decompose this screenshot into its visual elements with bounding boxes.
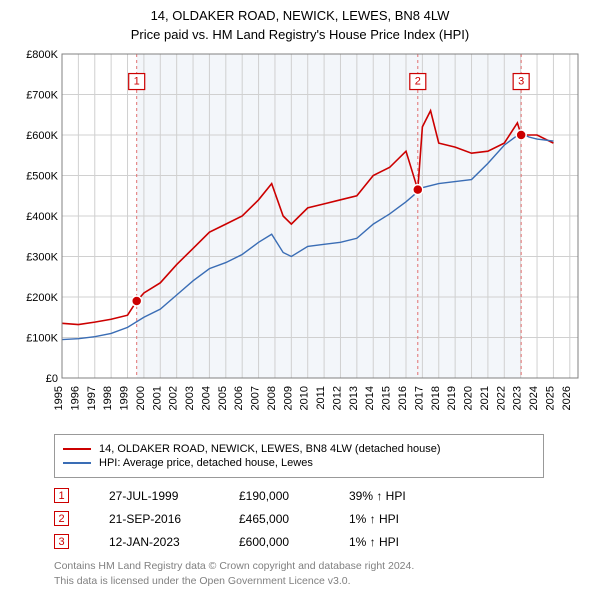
sale-diff: 39% ↑ HPI bbox=[349, 489, 449, 503]
svg-text:2010: 2010 bbox=[299, 386, 311, 410]
svg-text:2021: 2021 bbox=[479, 386, 491, 410]
svg-text:2017: 2017 bbox=[413, 386, 425, 410]
svg-text:£300K: £300K bbox=[26, 252, 58, 264]
sale-row: 1 27-JUL-1999 £190,000 39% ↑ HPI bbox=[54, 488, 544, 503]
legend-label: HPI: Average price, detached house, Lewe… bbox=[99, 457, 313, 469]
sale-row: 3 12-JAN-2023 £600,000 1% ↑ HPI bbox=[54, 534, 544, 549]
svg-text:2011: 2011 bbox=[315, 386, 327, 410]
svg-text:1995: 1995 bbox=[53, 386, 65, 410]
svg-text:£800K: £800K bbox=[26, 49, 58, 61]
sale-marker-box: 1 bbox=[54, 488, 69, 503]
svg-text:1997: 1997 bbox=[86, 386, 98, 410]
svg-text:£100K: £100K bbox=[26, 333, 58, 345]
svg-text:£0: £0 bbox=[46, 373, 58, 385]
svg-text:2: 2 bbox=[415, 76, 421, 88]
svg-text:1998: 1998 bbox=[102, 386, 114, 410]
svg-text:2023: 2023 bbox=[512, 386, 524, 410]
svg-text:1: 1 bbox=[134, 76, 140, 88]
sale-date: 27-JUL-1999 bbox=[109, 489, 239, 503]
svg-text:£400K: £400K bbox=[26, 211, 58, 223]
svg-text:2008: 2008 bbox=[266, 386, 278, 410]
sale-row: 2 21-SEP-2016 £465,000 1% ↑ HPI bbox=[54, 511, 544, 526]
chart-area: £0 £100K £200K £300K £400K £500K £600K £700K £80… bbox=[14, 48, 586, 428]
chart-svg: £0 £100K £200K £300K £400K £500K £600K £700K £80… bbox=[14, 48, 586, 428]
svg-text:2014: 2014 bbox=[364, 386, 376, 410]
sale-diff: 1% ↑ HPI bbox=[349, 512, 449, 526]
svg-text:2016: 2016 bbox=[397, 386, 409, 410]
svg-text:2019: 2019 bbox=[446, 386, 458, 410]
legend-swatch bbox=[63, 448, 91, 450]
chart-container: 14, OLDAKER ROAD, NEWICK, LEWES, BN8 4LW… bbox=[0, 0, 600, 590]
legend-item: 14, OLDAKER ROAD, NEWICK, LEWES, BN8 4LW… bbox=[63, 443, 535, 455]
svg-text:£200K: £200K bbox=[26, 292, 58, 304]
sale-price: £600,000 bbox=[239, 535, 349, 549]
sale-marker-num: 3 bbox=[58, 536, 64, 548]
svg-text:3: 3 bbox=[518, 76, 524, 88]
svg-text:2018: 2018 bbox=[430, 386, 442, 410]
svg-text:2002: 2002 bbox=[168, 386, 180, 410]
svg-text:2022: 2022 bbox=[495, 386, 507, 410]
legend-swatch bbox=[63, 462, 91, 464]
legend-label: 14, OLDAKER ROAD, NEWICK, LEWES, BN8 4LW… bbox=[99, 443, 441, 455]
sale-marker-box: 3 bbox=[54, 534, 69, 549]
sales-table: 1 27-JUL-1999 £190,000 39% ↑ HPI 2 21-SE… bbox=[54, 488, 544, 549]
legend-item: HPI: Average price, detached house, Lewe… bbox=[63, 457, 535, 469]
sale-date: 21-SEP-2016 bbox=[109, 512, 239, 526]
svg-text:£500K: £500K bbox=[26, 171, 58, 183]
svg-text:2009: 2009 bbox=[282, 386, 294, 410]
svg-text:2005: 2005 bbox=[217, 386, 229, 410]
svg-text:2001: 2001 bbox=[151, 386, 163, 410]
svg-text:2000: 2000 bbox=[135, 386, 147, 410]
sale-marker-num: 2 bbox=[58, 513, 64, 525]
sale-price: £190,000 bbox=[239, 489, 349, 503]
svg-text:2026: 2026 bbox=[561, 386, 573, 410]
svg-text:2024: 2024 bbox=[528, 386, 540, 410]
sale-diff: 1% ↑ HPI bbox=[349, 535, 449, 549]
sale-price: £465,000 bbox=[239, 512, 349, 526]
sale-date: 12-JAN-2023 bbox=[109, 535, 239, 549]
svg-text:2003: 2003 bbox=[184, 386, 196, 410]
svg-text:2015: 2015 bbox=[381, 386, 393, 410]
svg-text:2025: 2025 bbox=[544, 386, 556, 410]
sale-marker-num: 1 bbox=[58, 490, 64, 502]
footnote-line: This data is licensed under the Open Gov… bbox=[54, 574, 544, 589]
svg-text:1996: 1996 bbox=[69, 386, 81, 410]
sale-marker-box: 2 bbox=[54, 511, 69, 526]
svg-text:£600K: £600K bbox=[26, 130, 58, 142]
svg-text:2020: 2020 bbox=[463, 386, 475, 410]
svg-text:2007: 2007 bbox=[250, 386, 262, 410]
legend: 14, OLDAKER ROAD, NEWICK, LEWES, BN8 4LW… bbox=[54, 434, 544, 478]
footnote-line: Contains HM Land Registry data © Crown c… bbox=[54, 559, 544, 574]
chart-subtitle: Price paid vs. HM Land Registry's House … bbox=[14, 27, 586, 42]
svg-text:2006: 2006 bbox=[233, 386, 245, 410]
chart-title: 14, OLDAKER ROAD, NEWICK, LEWES, BN8 4LW bbox=[14, 8, 586, 23]
svg-text:1999: 1999 bbox=[119, 386, 131, 410]
footnote: Contains HM Land Registry data © Crown c… bbox=[54, 559, 544, 588]
svg-text:2012: 2012 bbox=[331, 386, 343, 410]
svg-text:2013: 2013 bbox=[348, 386, 360, 410]
svg-text:2004: 2004 bbox=[200, 386, 212, 410]
svg-text:£700K: £700K bbox=[26, 90, 58, 102]
